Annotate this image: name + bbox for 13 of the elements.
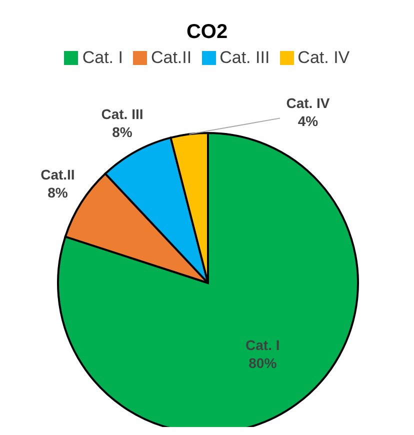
data-label: 8% <box>48 184 68 201</box>
data-label: 80% <box>248 355 278 372</box>
slice-label: Cat. IV <box>286 95 330 112</box>
slice-label: Cat.II <box>40 166 75 183</box>
chart-title: CO2 <box>186 21 228 43</box>
slice-label: Cat. I <box>246 337 280 354</box>
data-label: 8% <box>112 124 133 140</box>
legend-label: Cat. IV <box>296 48 350 68</box>
slice-label: Cat. III <box>101 106 144 122</box>
legend-label: Cat. III <box>218 48 270 68</box>
data-label: 4% <box>298 113 319 130</box>
legend-label: Cat. I <box>81 48 123 68</box>
legend-label: Cat.II <box>150 48 192 68</box>
